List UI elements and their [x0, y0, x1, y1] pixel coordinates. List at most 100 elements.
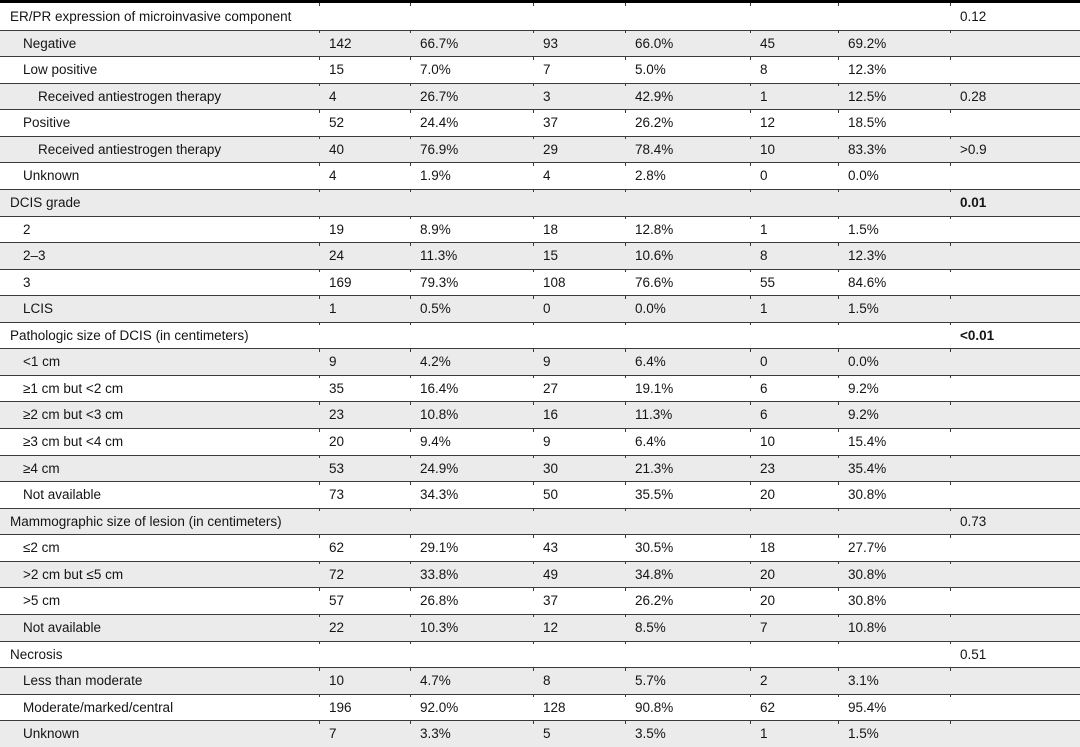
group1-percent-cell: 29.1% — [410, 535, 533, 561]
group1-percent-cell: 9.4% — [410, 429, 533, 455]
group3-count-cell: 23 — [750, 455, 838, 482]
group3-percent-cell: 30.8% — [838, 588, 950, 614]
category-cell: Low positive — [23, 62, 98, 78]
group3-count-cell: 6 — [750, 402, 838, 428]
table-row: Necrosis 0.51 — [0, 640, 1080, 668]
category-cell: ER/PR expression of microinvasive compon… — [10, 8, 292, 24]
table-row: Positive 52 24.4% 37 26.2% 12 18.5% — [0, 109, 1080, 136]
group2-count-cell: 9 — [533, 349, 625, 375]
group1-count-cell: 52 — [319, 110, 410, 136]
group1-count-cell: 19 — [319, 216, 410, 243]
group2-percent-cell: 6.4% — [625, 349, 750, 375]
group2-percent-cell: 35.5% — [625, 482, 750, 508]
group3-percent-cell: 30.8% — [838, 561, 950, 588]
group1-percent-cell: 4.2% — [410, 349, 533, 375]
category-cell: ≤2 cm — [23, 540, 60, 556]
p-value-cell — [950, 588, 1080, 614]
group1-count-cell: 35 — [319, 375, 410, 402]
p-value-cell — [950, 30, 1080, 57]
group1-percent-cell: 0.5% — [410, 296, 533, 322]
group1-count-cell: 169 — [319, 269, 410, 296]
group3-count-cell: 18 — [750, 535, 838, 561]
group1-percent-cell: 1.9% — [410, 163, 533, 189]
group3-count-cell: 20 — [750, 561, 838, 588]
group1-count-cell — [319, 3, 410, 30]
group3-count-cell — [750, 189, 838, 216]
group1-count-cell: 196 — [319, 694, 410, 721]
p-value-cell: 0.01 — [950, 189, 1080, 216]
group2-percent-cell: 5.0% — [625, 57, 750, 83]
group3-percent-cell: 15.4% — [838, 429, 950, 455]
group2-count-cell: 9 — [533, 429, 625, 455]
group1-count-cell: 15 — [319, 57, 410, 83]
p-value-cell — [950, 694, 1080, 721]
table-row: Negative 142 66.7% 93 66.0% 45 69.2% — [0, 29, 1080, 57]
group3-count-cell: 6 — [750, 375, 838, 402]
group1-count-cell: 1 — [319, 296, 410, 322]
group3-percent-cell: 0.0% — [838, 163, 950, 189]
category-cell: Positive — [23, 115, 71, 131]
p-value-cell — [950, 57, 1080, 83]
group1-percent-cell: 92.0% — [410, 694, 533, 721]
group2-percent-cell: 8.5% — [625, 614, 750, 641]
group3-percent-cell: 27.7% — [838, 535, 950, 561]
p-value-cell: 0.73 — [950, 508, 1080, 535]
group2-count-cell: 37 — [533, 110, 625, 136]
group2-count-cell — [533, 322, 625, 349]
group2-percent-cell: 42.9% — [625, 83, 750, 110]
group3-count-cell: 10 — [750, 429, 838, 455]
group3-count-cell — [750, 508, 838, 535]
category-cell: >2 cm but ≤5 cm — [23, 566, 124, 582]
table-row: ≥4 cm 53 24.9% 30 21.3% 23 35.4% — [0, 454, 1080, 482]
p-value-cell — [950, 163, 1080, 189]
category-cell: ≥3 cm but <4 cm — [23, 434, 124, 450]
group3-count-cell: 1 — [750, 216, 838, 243]
p-value-cell: >0.9 — [950, 136, 1080, 163]
table-row: Not available 73 34.3% 50 35.5% 20 30.8% — [0, 481, 1080, 508]
group3-count-cell: 1 — [750, 721, 838, 747]
p-value-cell: 0.51 — [950, 641, 1080, 668]
group2-count-cell: 3 — [533, 83, 625, 110]
group1-percent-cell: 10.8% — [410, 402, 533, 428]
group2-percent-cell — [625, 508, 750, 535]
table-row: Less than moderate 10 4.7% 8 5.7% 2 3.1% — [0, 667, 1080, 694]
group2-percent-cell: 78.4% — [625, 136, 750, 163]
category-cell: Received antiestrogen therapy — [38, 88, 222, 104]
group2-count-cell: 128 — [533, 694, 625, 721]
group1-percent-cell: 4.7% — [410, 668, 533, 694]
category-cell: Not available — [23, 487, 102, 503]
group3-count-cell: 45 — [750, 30, 838, 57]
group1-percent-cell: 3.3% — [410, 721, 533, 747]
group1-percent-cell: 34.3% — [410, 482, 533, 508]
table-row: Pathologic size of DCIS (in centimeters)… — [0, 321, 1080, 349]
group3-count-cell: 8 — [750, 57, 838, 83]
group2-percent-cell — [625, 641, 750, 668]
table-row: Received antiestrogen therapy 4 26.7% 3 … — [0, 82, 1080, 110]
p-value-cell — [950, 614, 1080, 641]
group3-count-cell: 62 — [750, 694, 838, 721]
group2-count-cell — [533, 641, 625, 668]
p-value-cell: 0.28 — [950, 83, 1080, 110]
category-cell: Not available — [23, 619, 102, 635]
group1-percent-cell: 66.7% — [410, 30, 533, 57]
group1-count-cell: 20 — [319, 429, 410, 455]
group3-percent-cell: 3.1% — [838, 668, 950, 694]
group2-count-cell: 7 — [533, 57, 625, 83]
category-cell: Necrosis — [10, 646, 63, 662]
group1-percent-cell — [410, 508, 533, 535]
category-cell: DCIS grade — [10, 194, 81, 210]
group1-count-cell: 72 — [319, 561, 410, 588]
group1-count-cell: 73 — [319, 482, 410, 508]
group3-percent-cell — [838, 189, 950, 216]
table-row: Mammographic size of lesion (in centimet… — [0, 507, 1080, 535]
group1-count-cell — [319, 322, 410, 349]
group3-count-cell: 10 — [750, 136, 838, 163]
table-row: ER/PR expression of microinvasive compon… — [0, 3, 1080, 30]
group1-count-cell: 4 — [319, 83, 410, 110]
group2-percent-cell: 5.7% — [625, 668, 750, 694]
group2-percent-cell: 6.4% — [625, 429, 750, 455]
group2-percent-cell: 12.8% — [625, 216, 750, 243]
p-value-cell — [950, 216, 1080, 243]
table-row: >5 cm 57 26.8% 37 26.2% 20 30.8% — [0, 587, 1080, 614]
category-cell: ≥2 cm but <3 cm — [23, 407, 124, 423]
